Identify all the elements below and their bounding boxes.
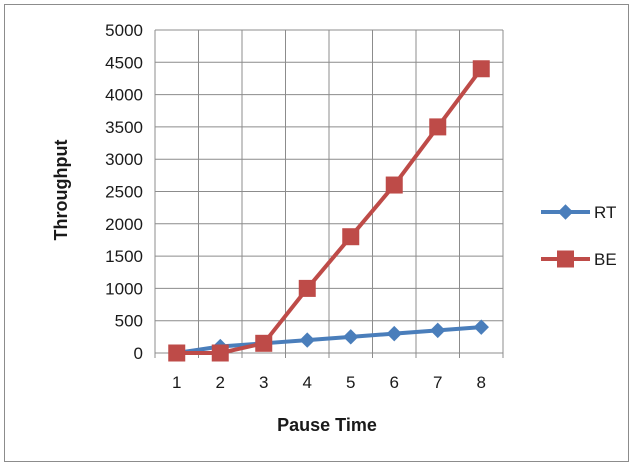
data-point-be bbox=[168, 344, 186, 362]
data-point-rt bbox=[299, 332, 315, 348]
legend-entry-rt: RT bbox=[541, 203, 616, 222]
data-point-rt bbox=[430, 322, 446, 339]
y-tick-label: 500 bbox=[115, 312, 143, 331]
data-point-be bbox=[255, 334, 273, 352]
y-tick-label: 3500 bbox=[105, 118, 143, 137]
y-tick-label: 4000 bbox=[105, 86, 143, 105]
x-tick-label: 8 bbox=[477, 373, 486, 392]
data-point-be bbox=[211, 344, 229, 362]
y-tick-label: 1500 bbox=[105, 247, 143, 266]
y-tick-label: 0 bbox=[134, 344, 143, 363]
data-point-be bbox=[472, 60, 490, 78]
chart-frame bbox=[4, 4, 629, 462]
x-tick-label: 3 bbox=[259, 373, 268, 392]
x-tick-label: 2 bbox=[216, 373, 225, 392]
legend-entry-be: BE bbox=[541, 250, 617, 269]
x-axis-title: Pause Time bbox=[277, 415, 377, 435]
data-point-be bbox=[385, 176, 403, 194]
y-axis-title: Throughput bbox=[51, 140, 71, 241]
y-tick-label: 3000 bbox=[105, 150, 143, 169]
data-point-rt bbox=[473, 319, 489, 335]
tick-layer: 0 500 1000 1500 2000 2500 3000 3500 4000 4500 5000… bbox=[105, 21, 486, 392]
data-point-be bbox=[342, 228, 360, 246]
x-tick-label: 5 bbox=[346, 373, 355, 392]
data-point-be bbox=[298, 279, 316, 297]
grid-layer bbox=[155, 29, 504, 353]
legend-swatch-marker bbox=[557, 250, 574, 268]
y-tick-label: 2000 bbox=[105, 215, 143, 234]
legend-label: BE bbox=[594, 250, 617, 269]
data-point-rt bbox=[386, 325, 402, 342]
legend-label: RT bbox=[594, 203, 616, 222]
data-point-rt bbox=[343, 329, 359, 345]
x-tick-label: 7 bbox=[433, 373, 442, 392]
x-tick-label: 4 bbox=[303, 373, 312, 392]
y-tick-label: 2500 bbox=[105, 183, 143, 202]
y-tick-label: 1000 bbox=[105, 279, 143, 298]
y-tick-label: 4500 bbox=[105, 53, 143, 72]
y-tick-label: 5000 bbox=[105, 21, 143, 40]
x-tick-label: 1 bbox=[172, 373, 181, 392]
legend-swatch-marker bbox=[557, 204, 574, 220]
series-be bbox=[168, 60, 490, 362]
legend: RT BE bbox=[541, 203, 617, 269]
series-layer bbox=[168, 60, 490, 362]
data-point-be bbox=[429, 118, 447, 136]
x-tick-label: 6 bbox=[390, 373, 399, 392]
